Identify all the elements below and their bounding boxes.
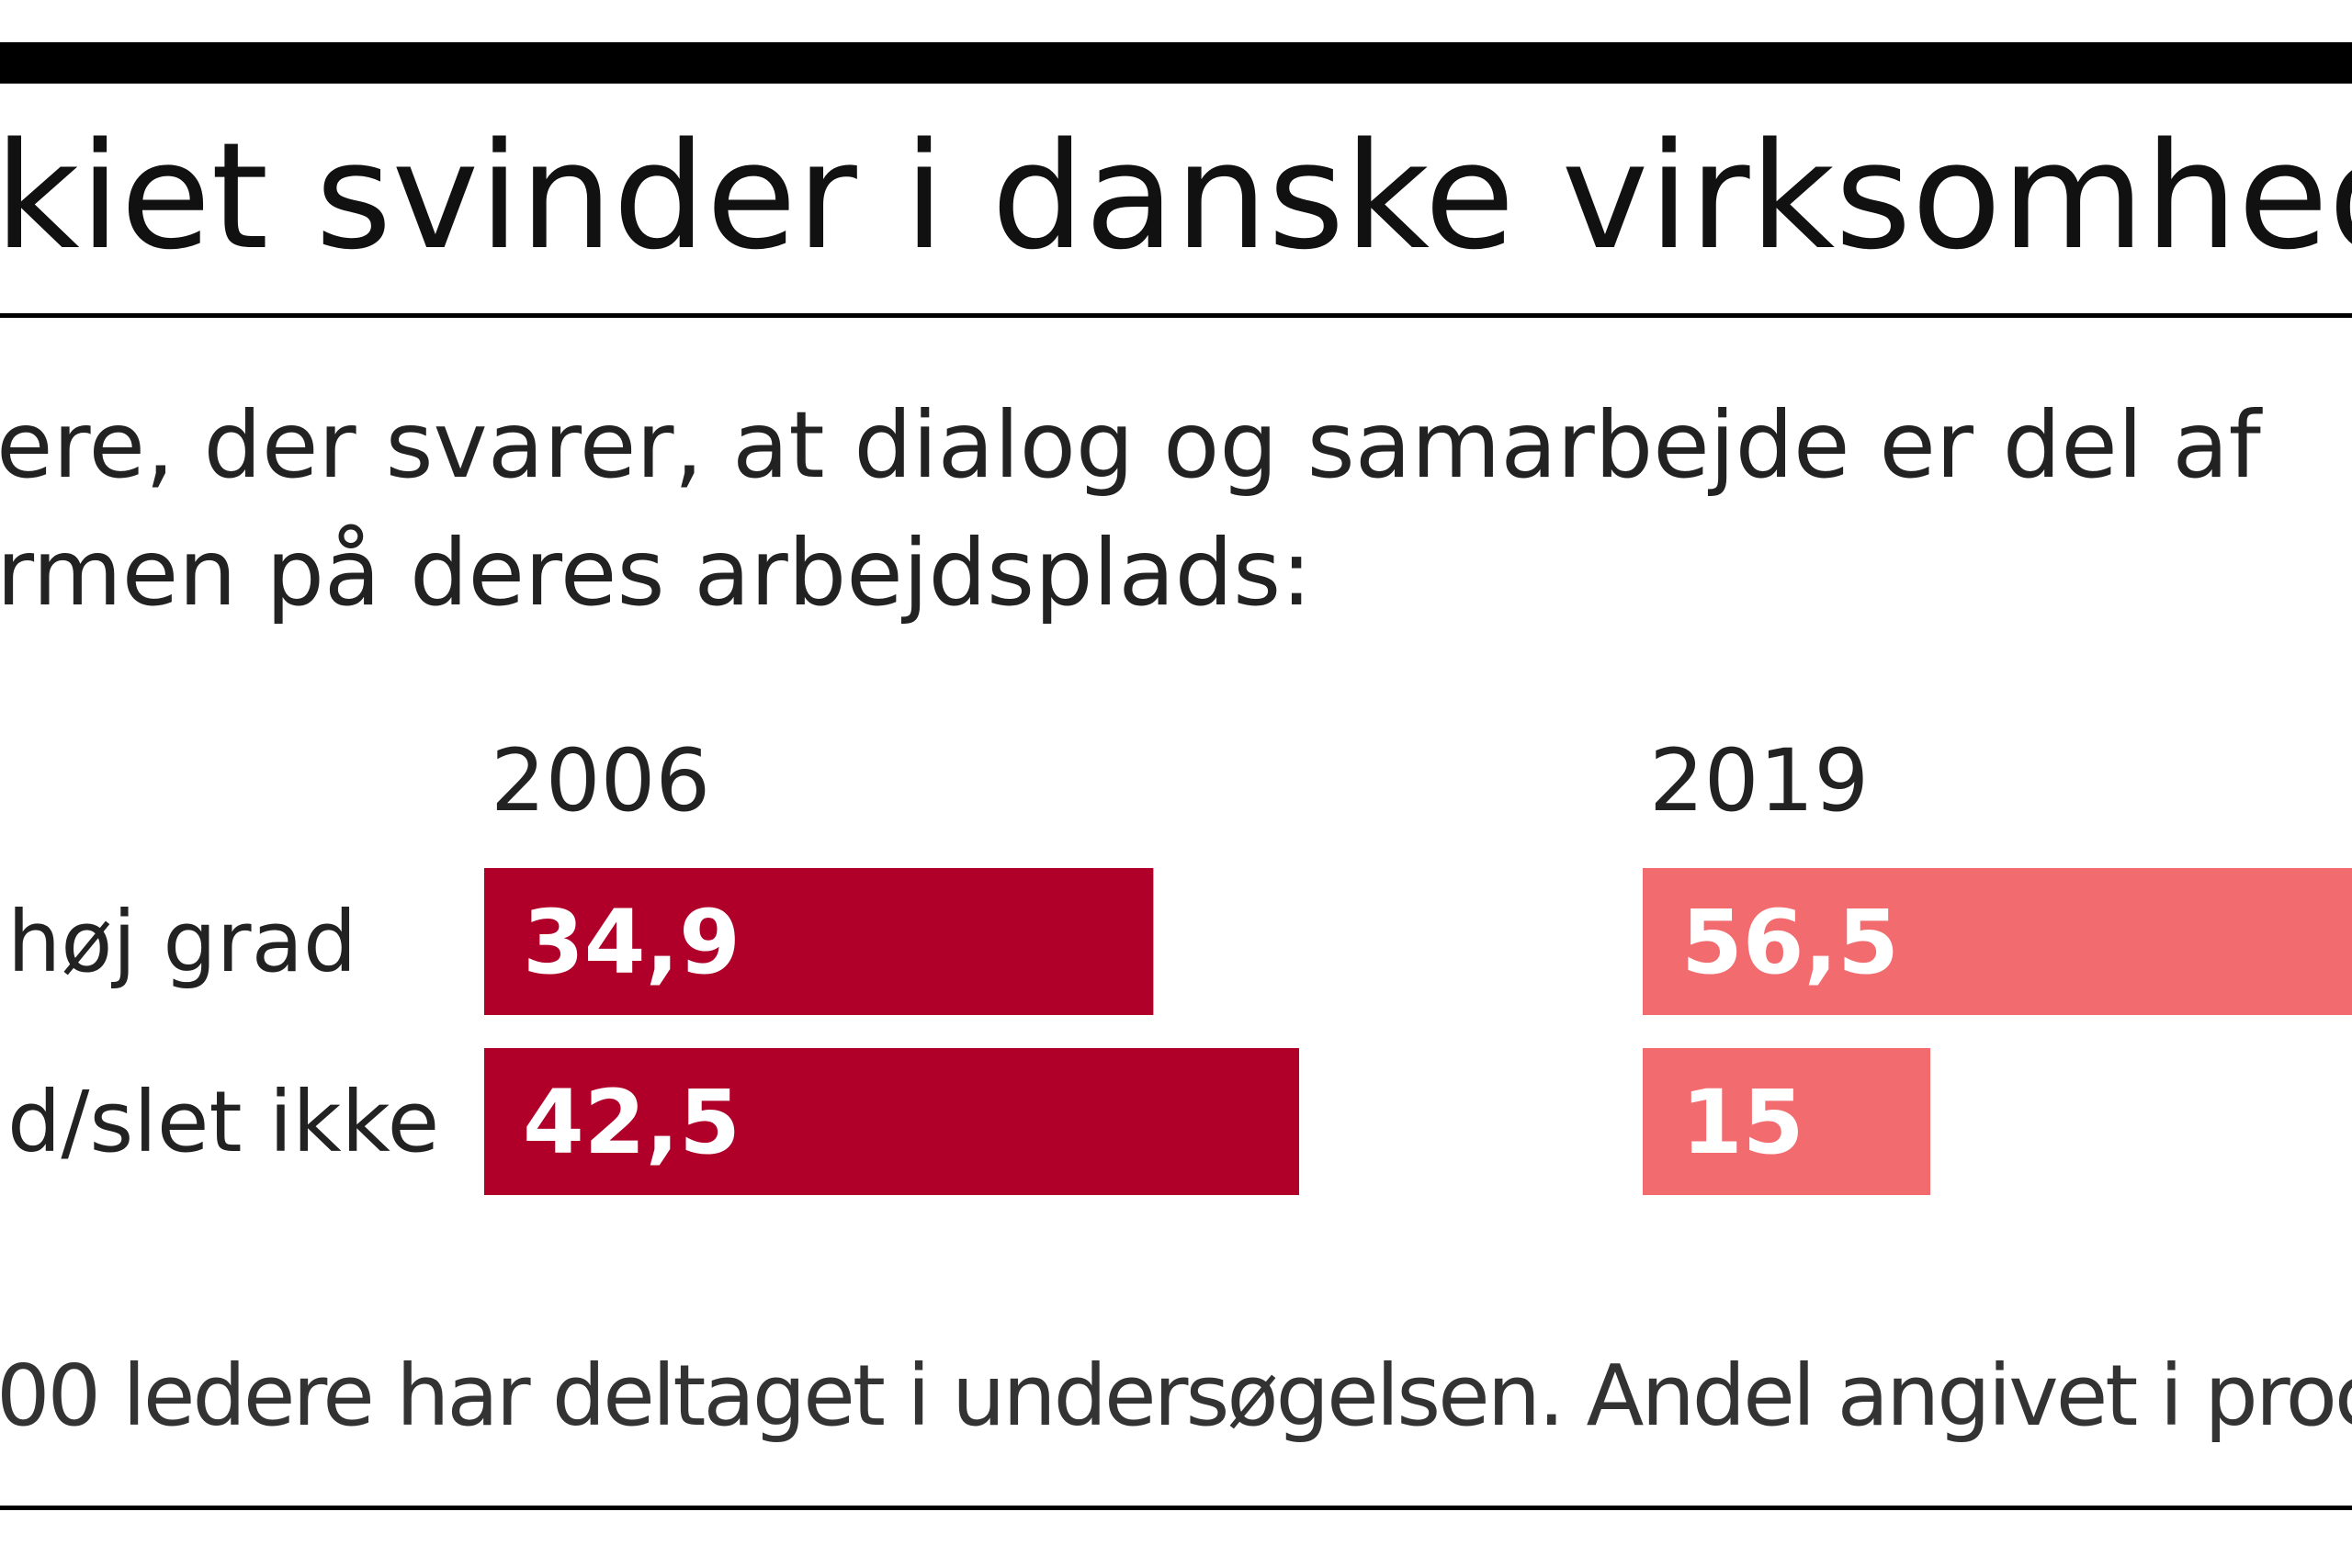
bottom-rule xyxy=(0,1506,2352,1510)
bar xyxy=(484,1048,1299,1195)
value-label: 56,5 xyxy=(1681,891,1899,994)
category-label: høj grad xyxy=(7,893,356,991)
subtitle: rmen på deres arbejdsplads: xyxy=(0,519,1312,626)
bar xyxy=(1643,868,2352,1015)
panel-label: 2019 xyxy=(1649,731,1869,831)
subtitle: ere, der svarer, at dialog og samarbejde… xyxy=(0,391,2264,499)
value-label: 34,9 xyxy=(523,891,741,994)
panel-label: 2006 xyxy=(491,731,710,831)
bar xyxy=(484,868,1154,1015)
value-label: 42,5 xyxy=(523,1071,741,1174)
chart-title: kiet svinder i danske virksomheder xyxy=(0,110,2352,282)
value-label: 15 xyxy=(1681,1071,1804,1174)
footnote: 00 ledere har deltaget i undersøgelsen. … xyxy=(0,1347,2352,1445)
top-rule xyxy=(0,42,2352,84)
bar xyxy=(1643,1048,1931,1195)
title-rule xyxy=(0,313,2352,318)
category-label: d/slet ikke xyxy=(7,1073,439,1171)
